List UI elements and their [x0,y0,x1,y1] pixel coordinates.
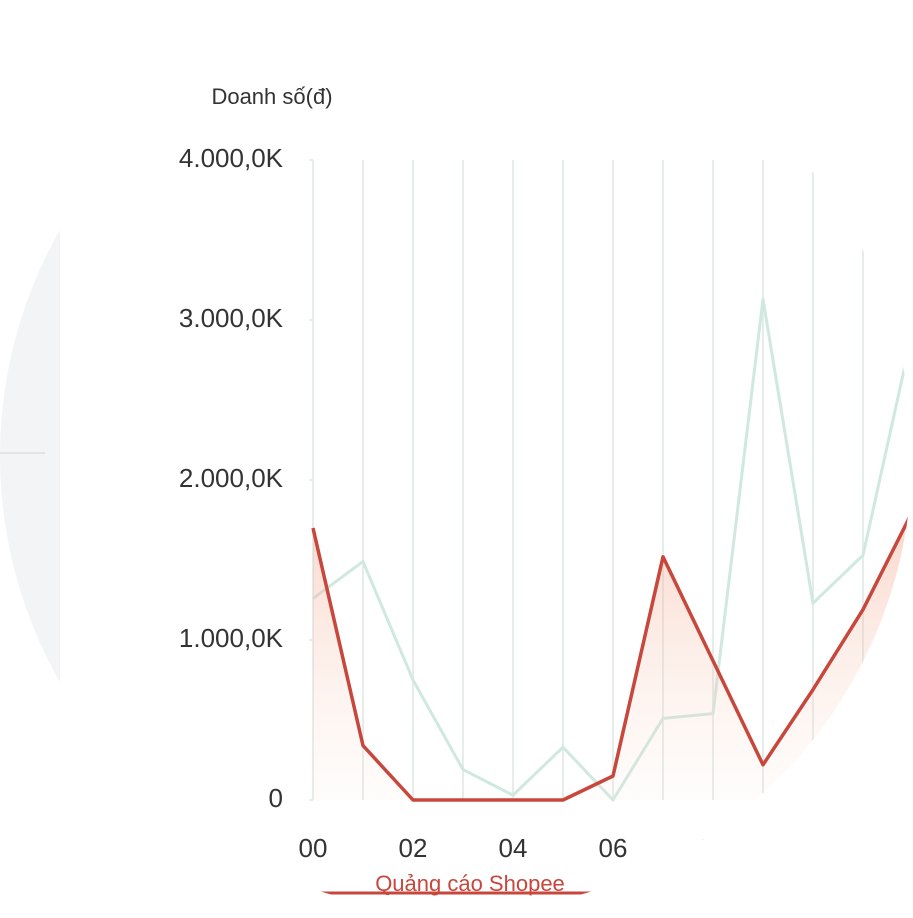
y-tick-label: 2.000,0K [179,463,284,493]
side-panel [0,0,60,912]
legend-label: Quảng cáo Shopee [375,871,565,896]
x-tick-label: 08 [699,833,728,863]
y-tick-label: 3.000,0K [179,303,284,333]
y-tick-label: 1.000,0K [179,623,284,653]
y-tick-label: 0 [269,783,283,813]
x-tick-label: 00 [299,833,328,863]
x-tick-label: 04 [499,833,528,863]
x-tick-label: 02 [399,833,428,863]
x-tick-label: 06 [599,833,628,863]
y-tick-label: 4.000,0K [179,143,284,173]
line [311,509,912,802]
y-axis-label: Doanh số(đ) [211,84,332,109]
